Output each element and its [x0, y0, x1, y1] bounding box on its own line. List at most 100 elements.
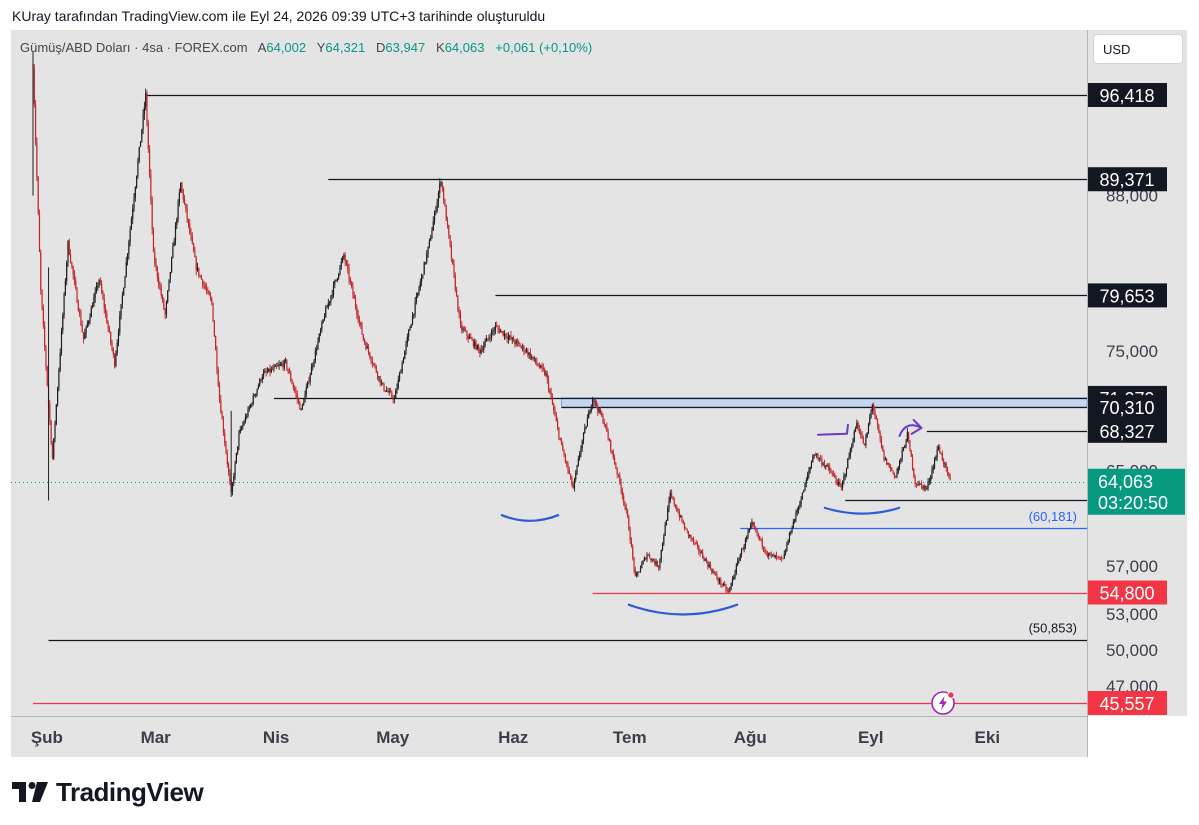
price-badge[interactable]: 96,418	[1088, 83, 1167, 107]
candle	[720, 577, 722, 588]
candle	[889, 464, 892, 473]
tradingview-logo[interactable]: TradingView	[12, 776, 204, 808]
y-tick-label: 53,000	[1106, 605, 1158, 624]
candle	[659, 558, 661, 571]
candle	[633, 557, 635, 574]
candle	[602, 412, 604, 424]
candle	[698, 544, 700, 555]
candle	[678, 508, 680, 521]
candle	[116, 339, 118, 356]
candle	[248, 404, 250, 412]
candle	[882, 445, 884, 452]
candle	[418, 285, 420, 296]
price-badge[interactable]: 70,310	[1088, 395, 1167, 420]
candle	[66, 260, 68, 286]
candle	[186, 204, 188, 223]
candle	[813, 454, 815, 459]
candle	[108, 325, 111, 334]
candle	[871, 403, 873, 415]
candle	[94, 287, 96, 304]
candle	[677, 507, 679, 514]
candle	[369, 351, 371, 360]
candle	[685, 526, 687, 530]
candle	[747, 528, 749, 539]
candle	[512, 335, 515, 342]
candle	[722, 582, 725, 587]
head-arc[interactable]	[627, 603, 739, 616]
resistance-zone[interactable]	[560, 397, 1088, 408]
candle	[352, 282, 354, 299]
candle	[566, 460, 568, 468]
candle	[322, 318, 324, 324]
candle	[782, 558, 784, 560]
candle	[558, 427, 560, 440]
candle	[870, 408, 872, 419]
candle	[75, 276, 77, 290]
candle	[364, 338, 366, 346]
candle	[152, 227, 155, 253]
currency-button[interactable]: USD	[1093, 34, 1183, 64]
candle	[672, 496, 674, 500]
plot-area[interactable]	[11, 30, 1087, 716]
candle	[875, 414, 877, 420]
candle	[579, 450, 581, 461]
symbol-legend[interactable]: Gümüş/ABD Doları · 4sa · FOREX.com A64,0…	[20, 40, 592, 55]
candle	[141, 128, 143, 143]
candle	[133, 193, 135, 212]
candle	[237, 446, 239, 456]
candle	[743, 544, 745, 553]
candle	[295, 386, 297, 399]
candle	[636, 571, 638, 578]
candle	[634, 566, 636, 577]
candle	[522, 343, 524, 352]
candle	[53, 438, 55, 461]
candle	[647, 553, 649, 556]
candle	[766, 551, 769, 559]
candle	[538, 362, 541, 369]
candle	[840, 482, 842, 491]
candle	[562, 441, 564, 451]
candle	[695, 539, 697, 545]
candle	[436, 198, 438, 214]
price-badge[interactable]: 54,800	[1088, 580, 1167, 605]
candle	[507, 332, 509, 344]
candle	[474, 338, 476, 350]
candle	[832, 470, 835, 477]
candle	[883, 449, 885, 462]
candle	[95, 282, 98, 294]
candle	[750, 522, 752, 530]
breakout-arrow-left[interactable]	[816, 423, 849, 436]
candle	[235, 452, 237, 464]
candle	[360, 321, 362, 329]
candle	[46, 365, 48, 387]
candle	[928, 477, 930, 486]
candle	[287, 368, 289, 375]
time-axis-panel[interactable]	[11, 716, 1087, 757]
candle	[739, 553, 741, 562]
candle	[137, 157, 139, 179]
candle	[823, 459, 826, 469]
candle	[532, 356, 534, 361]
candle	[272, 365, 274, 371]
candle	[327, 298, 329, 310]
price-badge[interactable]: 45,557	[1088, 691, 1167, 715]
candle	[593, 398, 595, 407]
candle	[752, 521, 754, 528]
price-badge[interactable]: 68,327	[1088, 418, 1167, 443]
left-shoulder-arc[interactable]	[500, 513, 560, 522]
price-badge[interactable]: 89,371	[1088, 167, 1167, 192]
candle	[36, 137, 38, 182]
breakout-arrow-right[interactable]	[898, 418, 923, 437]
candle	[251, 402, 253, 408]
candle	[304, 390, 306, 403]
candle	[616, 467, 618, 479]
candle	[876, 418, 879, 430]
lightning-alert-icon[interactable]	[931, 691, 955, 715]
candle	[383, 382, 385, 392]
candle	[145, 88, 147, 111]
right-shoulder-arc[interactable]	[823, 506, 901, 515]
price-badge[interactable]: 79,653	[1088, 283, 1167, 308]
candle	[668, 496, 670, 513]
